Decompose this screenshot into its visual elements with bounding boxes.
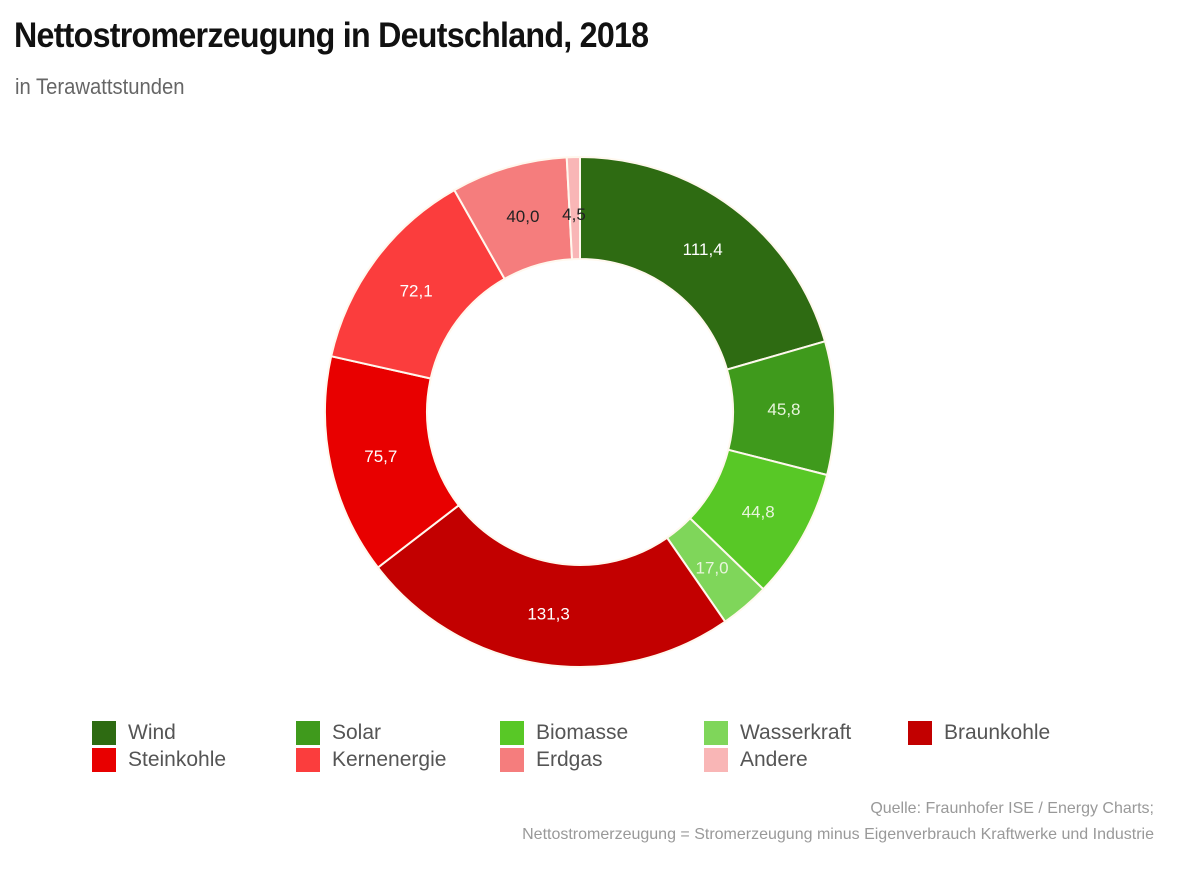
legend-label: Wind [128,721,176,744]
legend-item-wind: Wind [92,720,176,746]
legend-swatch [704,721,728,745]
legend-label: Steinkohle [128,748,227,771]
legend-label: Wasserkraft [740,721,852,744]
legend-label: Braunkohle [944,721,1051,744]
legend-swatch [500,748,524,772]
slice-andere [565,155,581,261]
slice-wind [579,155,827,371]
slice-label-wind: 111,4 [683,240,723,259]
slice-label-braunkohle: 131,3 [527,605,570,624]
legend-swatch [500,721,524,745]
legend-label: Solar [332,721,382,744]
legend-item-steinkohle: Steinkohle [92,747,226,773]
source-text: Quelle: Fraunhofer ISE / Energy Charts; [870,800,1154,817]
legend-item-biomasse: Biomasse [500,720,628,746]
legend-item-kernenergie: Kernenergie [296,747,446,773]
legend-item-solar: Solar [296,720,381,746]
slice-label-kernenergie: 72,1 [400,281,433,300]
definition-text: Nettostromerzeugung = Stromerzeugung min… [522,826,1154,843]
slice-label-erdgas: 40,0 [506,207,539,226]
chart-title: Nettostromerzeugung in Deutschland, 2018 [14,16,649,55]
legend-label: Andere [740,748,808,771]
source-note: Quelle: Fraunhofer ISE / Energy Charts; … [522,796,1154,848]
slice-label-solar: 45,8 [767,400,800,419]
legend-swatch [92,748,116,772]
legend-label: Erdgas [536,748,603,771]
legend-item-wasserkraft: Wasserkraft [704,720,851,746]
slice-label-andere: 4,5 [562,205,586,224]
legend-swatch [704,748,728,772]
slice-label-steinkohle: 75,7 [364,447,397,466]
legend-item-andere: Andere [704,747,808,773]
legend-label: Kernenergie [332,748,447,771]
slice-braunkohle [376,503,727,668]
legend-swatch [92,721,116,745]
legend-item-braunkohle: Braunkohle [908,720,1050,746]
legend-item-erdgas: Erdgas [500,747,603,773]
slice-label-biomasse: 44,8 [742,502,775,521]
legend-label: Biomasse [536,721,629,744]
legend-swatch [296,721,320,745]
legend-swatch [908,721,932,745]
slice-label-wasserkraft: 17,0 [696,558,729,577]
chart-subtitle: in Terawattstunden [15,74,185,99]
legend-swatch [296,748,320,772]
